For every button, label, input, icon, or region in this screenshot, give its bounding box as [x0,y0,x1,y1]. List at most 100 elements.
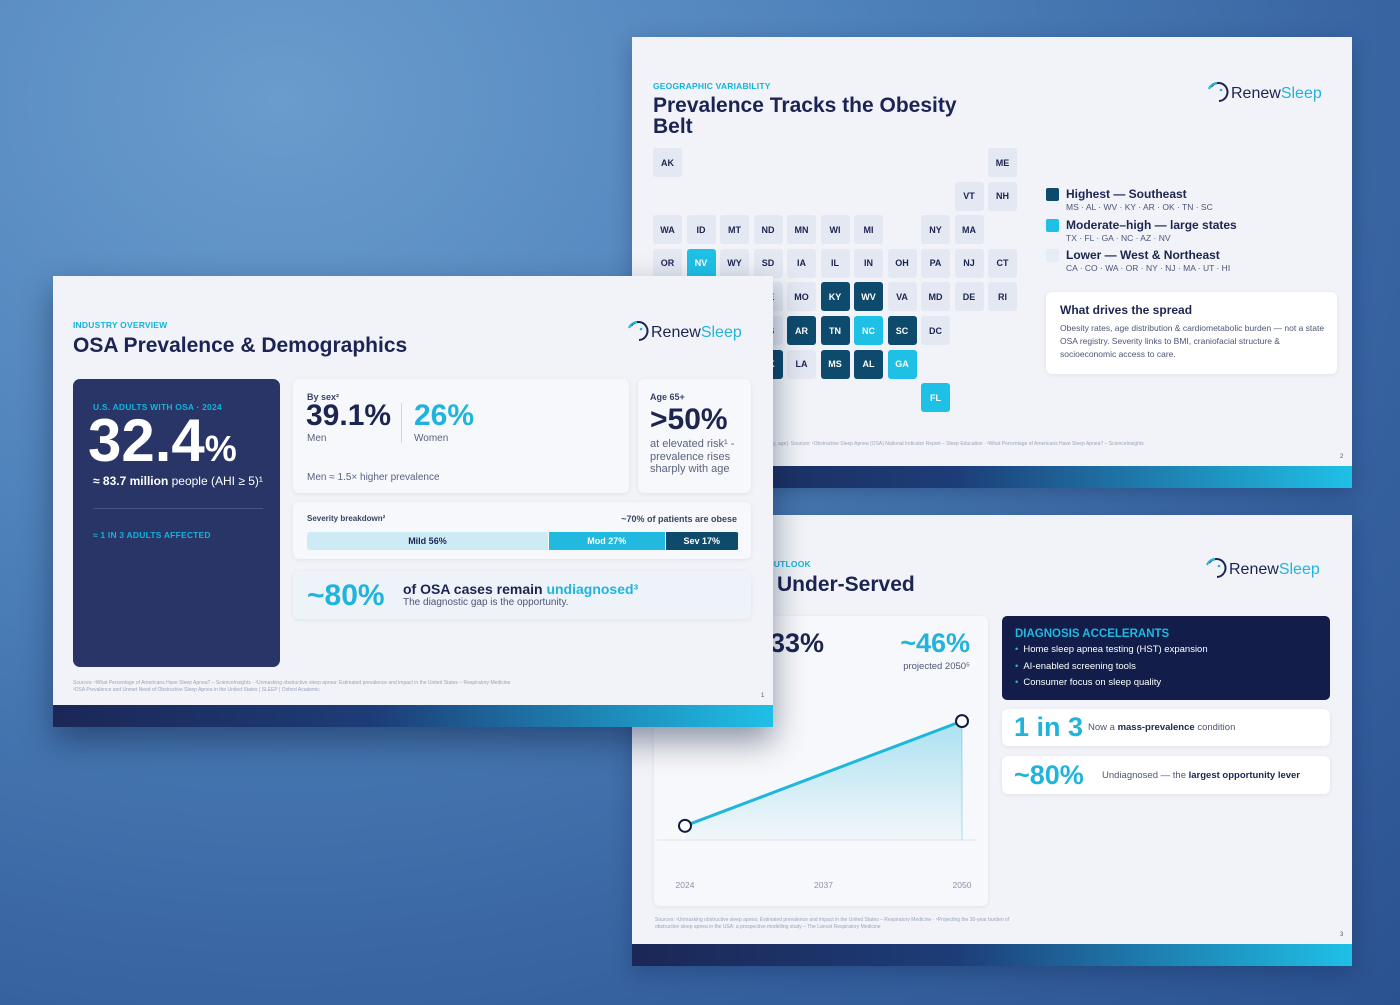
hero-detail: ≈ 83.7 million people (AHI ≥ 5)¹ [93,474,263,488]
age-card: Age 65+ >50% at elevated risk¹ -prevalen… [638,379,751,493]
gap-text: of OSA cases remain undiagnosed³ [403,581,638,597]
point [678,818,692,833]
logo-icon [1208,82,1229,102]
slide: INDUSTRY OVERVIEW OSA Prevalence & Demog… [53,276,773,727]
state-tile: AR [787,316,816,345]
sex-card: By sex² 39.1% Men 26% Women Men ≈ 1.5× h… [293,379,629,493]
state-tile: ID [686,215,716,245]
stat-value: ~80% [1014,760,1084,790]
bullet: • [1015,644,1019,655]
stat-card: 1 in 3 Now a mass-prevalence condition [1002,709,1330,746]
accelerant-item: • AI-enabled screening tools [1015,661,1136,672]
divider [93,508,263,509]
state-tile: VT [954,181,984,211]
state-tile: CT [988,248,1017,278]
page-number: 1 [761,693,765,699]
severity-card: Severity breakdown² ~70% of patients are… [293,502,751,559]
accelerants-title: DIAGNOSIS ACCELERANTS [1015,628,1170,640]
x-tick-label: 2024 [676,880,695,890]
item-text: AI-enabled screening tools [1023,660,1136,672]
legend-entry: Highest — Southeast MS · AL · WV · KY · A… [1046,187,1336,215]
state-tile: MT [720,215,749,245]
state-tile: GA [887,349,917,379]
footer-bar [632,466,1352,488]
point [955,714,969,729]
severity-segment: Mild 56% [307,532,549,550]
state-tile: ND [753,215,783,245]
stat-text: Now a mass-prevalence condition [1088,722,1235,733]
segment-label: Sev 17% [683,536,721,546]
state-tile: NH [988,181,1017,211]
number: 32.4 [88,407,205,474]
state-tile: SD [753,248,783,278]
state-tile: TN [820,316,850,345]
eyebrow: INDUSTRY OVERVIEW [73,320,168,330]
logo-word: Sleep [1278,561,1320,578]
logo: RenewSleep [1207,81,1322,103]
stat-value: 1 in 3 [1014,712,1084,742]
source-line: obstructive sleep apnea in the USA: a pr… [655,924,881,930]
state-tile: PA [921,248,950,278]
state-tile: IL [820,248,850,278]
card-label: Age 65+ [650,392,685,402]
sex-note: Men ≈ 1.5× higher prevalence [307,472,440,483]
projection-chart: 2024 2037 2050 [657,714,977,890]
text-bold: largest opportunity lever [1188,770,1301,781]
bullet: • [1015,677,1019,688]
divider [401,403,402,443]
logo-icon [1206,558,1227,578]
state-tile: IA [787,248,816,278]
state-tile: MD [921,282,950,312]
logo-word: Renew [651,324,701,341]
sources: Sources: ¹Unmasking obstructive sleep ap… [655,917,1009,931]
end-value: ~46% [900,628,970,658]
text: Now a [1088,722,1118,733]
slide-title: Prevalence Tracks the Obesity Belt [653,94,957,138]
text: people (AHI ≥ 5)¹ [168,474,263,488]
x-tick-label: 2050 [953,880,972,890]
state-tile: NV [686,248,716,278]
logo-word: Renew [1231,85,1281,102]
sources: Sources: ¹What Percentage of Americans H… [73,680,510,694]
legend-swatch [1046,218,1059,232]
state-tile: OR [653,248,682,278]
legend-entry: Moderate–high — large states TX · FL · GA… [1046,218,1336,246]
state-tile: OH [887,248,917,278]
slide-title: OSA Prevalence & Demographics [73,334,408,357]
eyebrow: OUTLOOK [767,559,811,569]
logo-word: Sleep [700,324,742,341]
state-tile: MO [787,282,816,312]
logo-word: Renew [1229,561,1279,578]
text: Undiagnosed — the [1102,770,1189,781]
legend-title: Highest — Southeast [1066,187,1187,201]
callout-text: Obesity rates, age distribution & cardio… [1060,323,1325,359]
legend-entry: Lower — West & Northeast CA · CO · WA · O… [1046,248,1336,276]
state-tile: DC [921,316,950,345]
hero-footer: ≈ 1 IN 3 ADULTS AFFECTED [93,530,211,540]
page-number: 3 [1340,932,1344,938]
legend-states: MS · AL · WV · KY · AR · OK · TN · SC [1066,202,1213,212]
text-bold: mass-prevalence [1117,722,1195,733]
bullet: • [1015,660,1019,672]
men-value: 39.1% [306,399,392,432]
footer-bar [632,944,1352,966]
legend-states: CA · CO · WA · OR · NY · NJ · MA · UT · … [1066,263,1231,273]
state-tile: AL [854,349,883,379]
line [684,719,963,828]
source-line: Sources: ¹What Percentage of Americans H… [73,680,511,686]
slide-title: Under-Served [777,573,915,596]
callout: What drives the spread Obesity rates, ag… [1046,292,1337,374]
segment-label: Mild 56% [408,536,447,546]
legend-swatch [1046,188,1059,201]
state-tile: NY [921,215,950,245]
page-number: 2 [1340,454,1344,460]
source-line: ³OSA Prevalence and Unmet Need of Obstru… [73,687,320,693]
state-tile: LA [787,349,816,379]
logo: RenewSleep [627,320,742,342]
legend-states: TX · FL · GA · NC · AZ · NV [1066,232,1171,243]
legend-swatch [1046,249,1059,262]
state-tile: MA [954,215,984,245]
gap-sub: The diagnostic gap is the opportunity. [403,597,569,608]
gap-value: ~80% [307,579,385,612]
